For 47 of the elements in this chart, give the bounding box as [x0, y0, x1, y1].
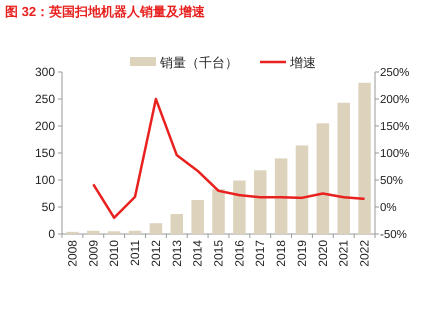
- x-tick-label: 2015: [212, 240, 226, 267]
- x-tick-label: 2022: [358, 240, 372, 267]
- line-series: [92, 98, 366, 220]
- bar: [296, 145, 308, 234]
- x-tick-label: 2018: [274, 240, 288, 267]
- x-tick-label: 2009: [86, 240, 100, 267]
- y2-tick-label: 200%: [380, 94, 410, 106]
- y2-tick-label: 0%: [380, 202, 397, 214]
- y2-tick-label: -50%: [380, 229, 407, 241]
- bar: [87, 230, 100, 234]
- bar: [150, 223, 162, 234]
- y2-tick-label: 50%: [380, 175, 404, 187]
- y-tick-label: 150: [34, 146, 56, 160]
- legend-label: 销量（千台）: [159, 55, 238, 70]
- bar: [128, 230, 142, 234]
- bar: [316, 123, 330, 234]
- x-tick-label: 2013: [170, 240, 184, 267]
- y2-tick-label: 100%: [380, 148, 410, 160]
- x-tick-label: 2019: [294, 240, 309, 267]
- x-tick-label: 2014: [190, 240, 205, 267]
- legend-label: 增速: [289, 55, 316, 70]
- bar: [274, 158, 288, 234]
- bar: [108, 231, 120, 234]
- x-tick-label: 2008: [65, 240, 80, 267]
- x-tick-label: 2011: [128, 240, 142, 266]
- bar: [170, 214, 184, 234]
- bar: [337, 102, 350, 234]
- y-tick-label: 0: [48, 227, 56, 241]
- y-tick-label: 200: [34, 119, 56, 133]
- bar: [233, 180, 246, 234]
- y-tick-label: 50: [42, 200, 56, 214]
- y-tick-label: 100: [34, 173, 56, 187]
- y-tick-label: 250: [34, 92, 56, 106]
- x-tick-label: 2010: [107, 240, 122, 267]
- bar: [212, 189, 225, 234]
- x-tick-label: 2021: [336, 240, 351, 267]
- bar: [254, 170, 266, 234]
- bar: [191, 200, 204, 234]
- bar: [358, 82, 371, 234]
- x-tick-label: 2020: [316, 240, 330, 267]
- x-tick-label: 2016: [232, 240, 246, 267]
- y2-tick-label: 250%: [380, 67, 410, 79]
- x-tick-label: 2017: [253, 240, 268, 267]
- chart-title: 图 32：英国扫地机器人销量及增速: [5, 4, 206, 19]
- y2-tick-label: 150%: [380, 121, 410, 133]
- x-tick-label: 2012: [148, 240, 163, 267]
- y-tick-label: 300: [34, 65, 56, 79]
